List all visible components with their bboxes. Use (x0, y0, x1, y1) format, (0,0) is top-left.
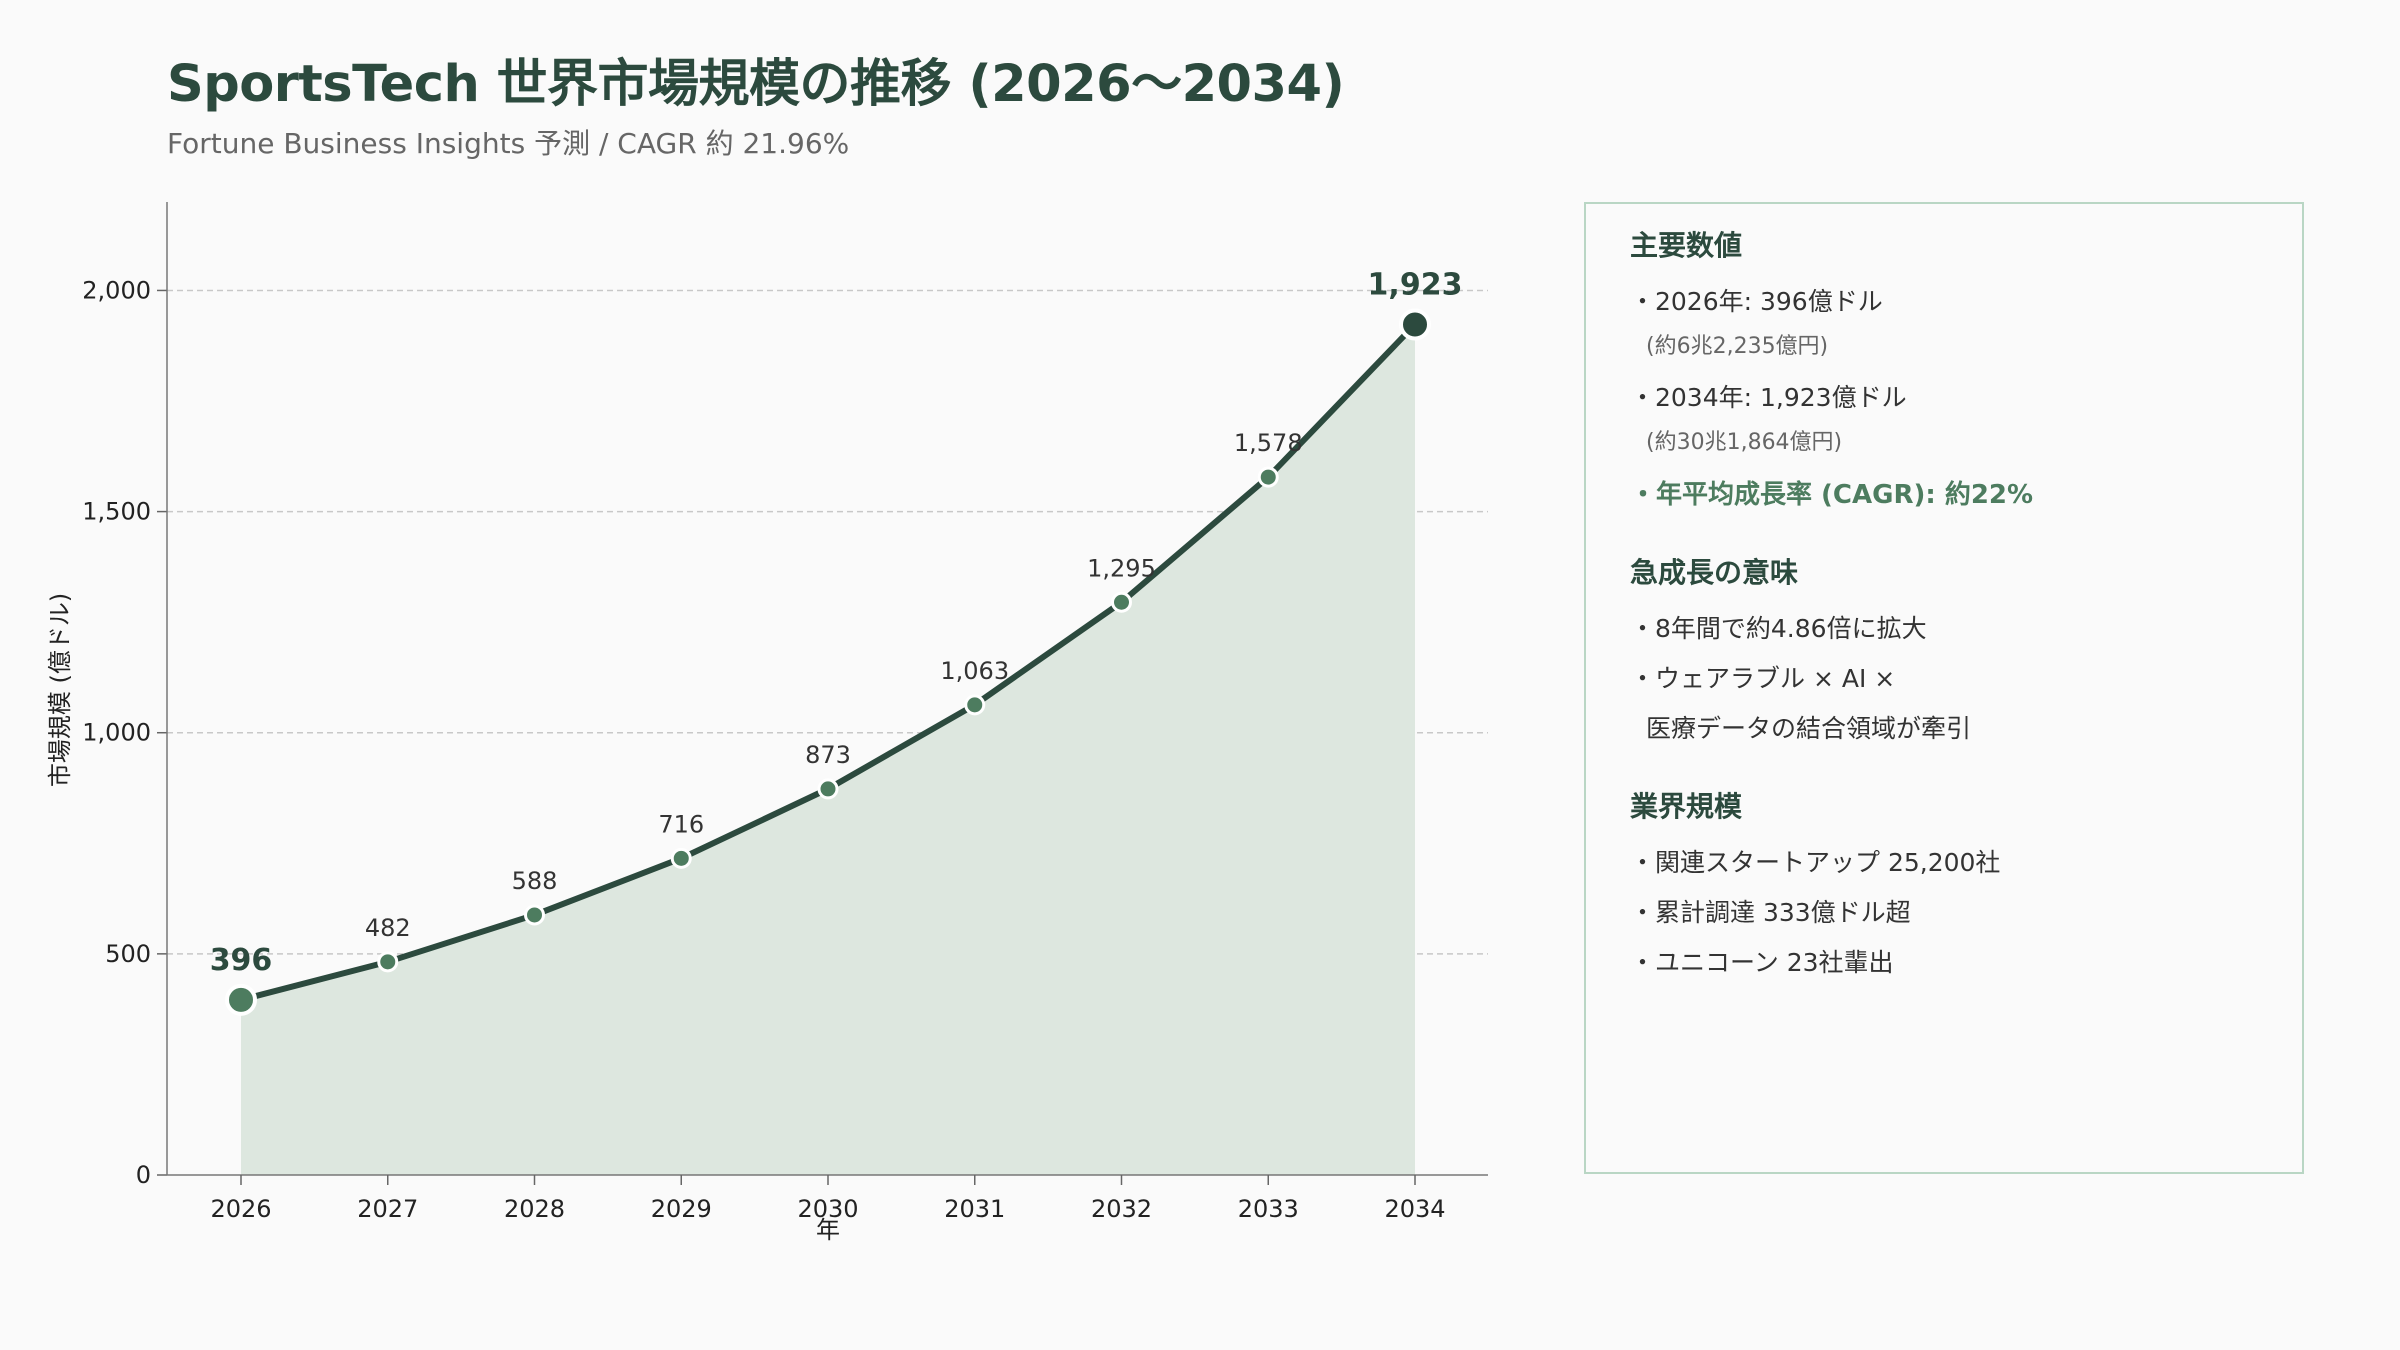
data-labels-layer: 396 482 588 716 873 1,063 1,295 1,578 1,923 (210, 268, 1463, 978)
axes: 0 500 1,000 1,500 2,000 2026 2027 2028 2029 2030 2… (82, 202, 1488, 1223)
panel-section-heading: 主要数値 (1630, 229, 1743, 262)
data-point (670, 847, 692, 869)
area-fill-layer (241, 324, 1415, 1176)
page-subtitle: Fortune Business Insights 予測 / CAGR 約 21… (167, 127, 850, 160)
panel-bullet-continued: 医療データの結合領域が牽引 (1646, 714, 1972, 743)
data-point (1111, 591, 1132, 613)
x-tick-label: 2033 (1238, 1195, 1299, 1223)
data-label: 1,578 (1234, 429, 1303, 457)
data-label: 482 (365, 914, 411, 942)
panel-bullet: ・累計調達 333億ドル超 (1630, 898, 1911, 927)
data-label: 716 (658, 810, 704, 838)
x-tick-label: 2027 (357, 1195, 418, 1223)
panel-content: 主要数値・2026年: 396億ドル (約6兆2,235億円) ・2034年: 1,… (1630, 224, 2282, 993)
data-label: 1,063 (940, 657, 1009, 685)
data-point (377, 951, 399, 973)
panel-bullet: ・関連スタートアップ 25,200社 (1630, 848, 2001, 877)
data-point-highlight (225, 983, 257, 1016)
panel-highlight: ・年平均成長率 (CAGR): 約22% (1630, 480, 2034, 510)
y-tick-label: 500 (105, 940, 151, 968)
x-tick-label: 2034 (1384, 1195, 1445, 1223)
y-tick-label: 2,000 (82, 276, 151, 304)
x-tick-label: 2026 (210, 1195, 271, 1223)
y-tick-label: 0 (136, 1161, 151, 1189)
data-label: 1,923 (1368, 268, 1463, 303)
data-label: 873 (805, 741, 851, 769)
panel-section-heading: 急成長の意味 (1630, 556, 1799, 589)
panel-section-heading: 業界規模 (1630, 790, 1743, 823)
data-point (964, 694, 986, 716)
data-label: 396 (210, 943, 273, 978)
data-label: 588 (512, 867, 558, 895)
data-point-highlight (1399, 308, 1431, 341)
data-point (1257, 466, 1279, 488)
x-tick-label: 2029 (651, 1195, 712, 1223)
x-axis-label: 年 (816, 1216, 840, 1244)
data-label: 1,295 (1087, 554, 1156, 582)
data-point (817, 778, 839, 800)
area-fill (241, 324, 1415, 1176)
points-layer (225, 308, 1431, 1016)
key-figures-panel: 主要数値・2026年: 396億ドル (約6兆2,235億円) ・2034年: 1,… (1584, 202, 2304, 1174)
panel-bullet: ・2026年: 396億ドル (1630, 287, 1883, 316)
panel-bullet: ・2034年: 1,923億ドル (1630, 383, 1907, 412)
panel-note: (約30兆1,864億円) (1646, 430, 1843, 455)
panel-note: (約6兆2,235億円) (1646, 334, 1829, 359)
panel-bullet: ・ユニコーン 23社輩出 (1630, 948, 1894, 977)
x-tick-label: 2028 (504, 1195, 565, 1223)
x-tick-label: 2030 (797, 1195, 858, 1223)
x-tick-label: 2031 (944, 1195, 1005, 1223)
panel-bullet: ・8年間で約4.86倍に拡大 (1630, 614, 1927, 643)
page-title: SportsTech 世界市場規模の推移 (2026〜2034) (167, 55, 1345, 114)
y-tick-label: 1,500 (82, 498, 151, 526)
x-tick-label: 2032 (1091, 1195, 1152, 1223)
y-tick-label: 1,000 (82, 719, 151, 747)
panel-bullet: ・ウェアラブル × AI × (1630, 664, 1896, 693)
data-point (524, 904, 545, 926)
y-axis-label: 市場規模 (億ドル) (46, 593, 74, 787)
